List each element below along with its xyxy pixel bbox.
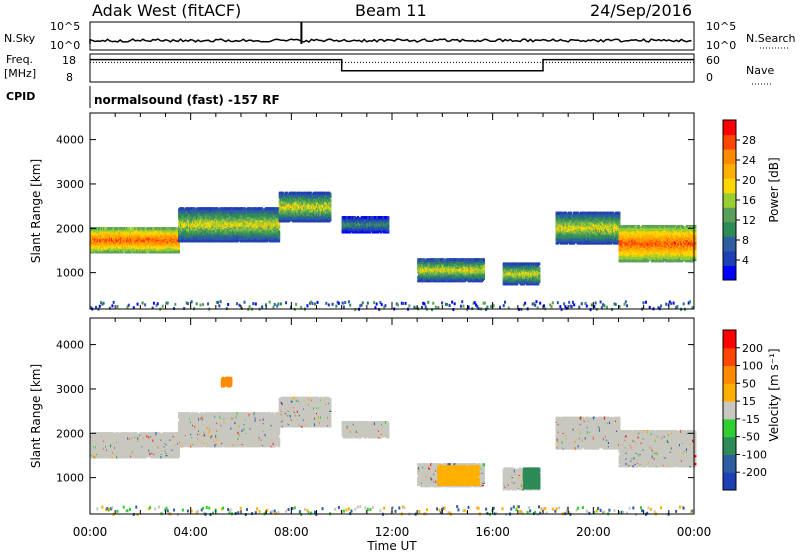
power-cell [276,207,280,211]
freq-line [90,58,694,72]
power-cell [118,232,121,236]
power-cell [329,198,332,202]
power-cell [207,210,210,214]
nsky-label: N.Sky [4,32,36,45]
power-cell [260,212,264,216]
power-cell [181,236,184,240]
power-cell [189,209,192,213]
power-cell [277,239,281,243]
power-cell [147,227,150,231]
date-title: 24/Sep/2016 [590,1,692,20]
power-cell [277,230,281,234]
power-cell [177,249,180,253]
power-cell [182,207,185,211]
nave-label: Nave [746,64,774,77]
freq-panel [89,53,695,83]
nsky-tick-top: 10^5 [50,20,80,33]
power-cell [190,229,193,233]
power-cell [329,192,332,196]
power-cell [185,223,188,227]
nsky-trace [89,22,692,44]
nsearch-tick-top: 10^5 [706,20,736,33]
station-title: Adak West (fitACF) [92,1,241,20]
power-cell [115,227,118,231]
freq-trace [90,58,694,72]
power-cell [204,239,207,243]
nsky-tick-bottom: 10^0 [50,39,80,52]
nave-tick-bottom: 0 [706,71,713,84]
power-heatmap [90,191,697,312]
power-cell [135,227,138,231]
power-cell [225,207,228,211]
nsearch-tick-bottom: 10^0 [706,39,736,52]
power-cell [175,240,178,244]
power-cell [216,207,219,211]
power-cell [120,227,123,231]
power-cell [329,211,332,215]
power-cell [171,246,174,250]
power-cell [109,244,112,248]
power-cell [128,227,131,231]
freq-label: Freq. [6,53,33,66]
power-cell [236,207,239,211]
cpid-label: CPID [6,90,35,103]
nave-tick-top: 60 [706,54,720,67]
beam-title: Beam 11 [355,1,427,20]
freq-unit: [MHz] [4,67,36,80]
cpid-text: normalsound (fast) -157 RF [94,93,280,107]
power-cell [141,227,144,231]
power-cell [195,224,198,228]
freq-tick-bottom: 8 [66,71,73,84]
power-cell [177,241,180,245]
nsearch-label: N.Search [746,32,796,45]
power-cell [236,239,239,243]
power-cell [185,210,188,214]
freq-tick-top: 18 [62,54,76,67]
power-cell [277,222,281,226]
nsky-line [89,38,692,44]
nsky-panel [89,21,695,51]
